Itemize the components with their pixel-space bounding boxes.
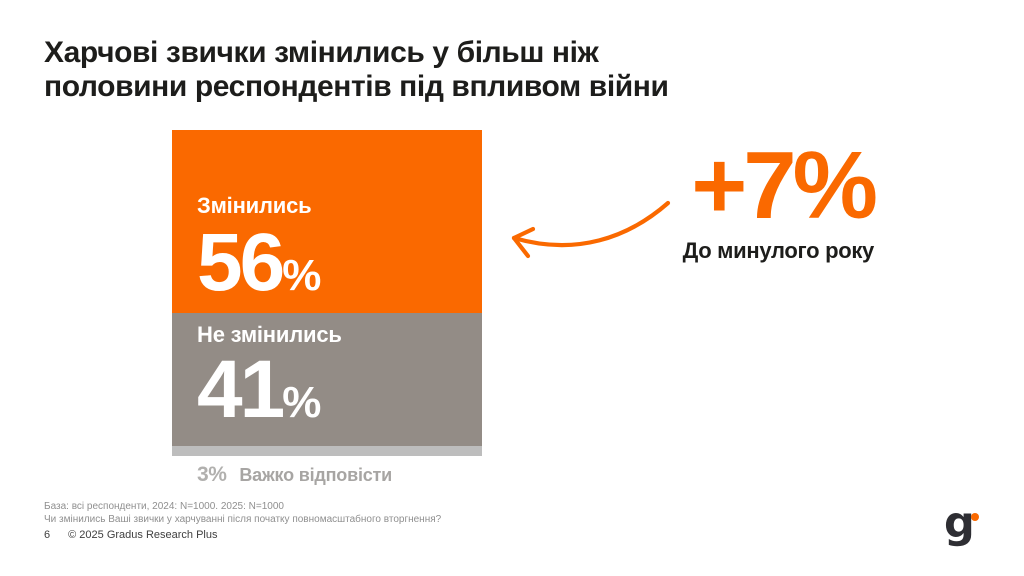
percent-sign: % xyxy=(282,377,322,427)
footnote-question: Чи змінились Ваші звички у харчуванні пі… xyxy=(44,514,442,525)
footnote: База: всі респонденти, 2024: N=1000. 202… xyxy=(44,500,441,526)
percent-sign: % xyxy=(282,251,322,301)
copyright-text: © 2025 Gradus Research Plus xyxy=(68,529,218,541)
delta-label: До минулого року xyxy=(682,238,875,263)
delta-value: +7% xyxy=(691,132,878,239)
segment-value-changed: 56% xyxy=(197,222,472,304)
segment-label-not-changed: Не змінились xyxy=(197,321,342,347)
footer: 6 © 2025 Gradus Research Plus xyxy=(44,529,217,541)
page-title: Харчові звички змінились у більш ніж пол… xyxy=(44,36,669,104)
hard-to-answer-value: 3% xyxy=(197,463,227,487)
segment-content-changed: Змінились 56% xyxy=(197,193,472,304)
gradus-logo: g xyxy=(944,502,994,554)
segment-label-changed: Змінились xyxy=(197,193,312,219)
bar-segment-changed: Змінились 56% xyxy=(172,130,482,313)
delta-annotation: +7% До минулого року xyxy=(682,132,878,264)
bar-segment-not-changed: Не змінились 41% xyxy=(172,312,482,447)
bar-segment-hard-to-answer xyxy=(172,446,482,457)
segment-value-number: 41 xyxy=(197,343,285,435)
footnote-base: База: всі респонденти, 2024: N=1000. 202… xyxy=(44,501,284,512)
hard-to-answer-number: 3 xyxy=(197,463,209,487)
title-line-1: Харчові звички змінились у більш ніж xyxy=(44,36,599,69)
curved-arrow-icon xyxy=(511,200,671,259)
title-line-2: половини респондентів під впливом війни xyxy=(44,70,669,103)
segment-value-number: 56 xyxy=(197,217,285,309)
stacked-bar: Змінились 56% Не змінились 41% xyxy=(172,130,482,457)
stacked-bar-chart: Змінились 56% Не змінились 41% 3% Важко … xyxy=(172,130,482,487)
page-number: 6 xyxy=(44,529,51,541)
segment-value-not-changed: 41% xyxy=(197,348,472,430)
logo-dot-icon xyxy=(971,513,979,521)
logo-letter: g xyxy=(944,498,975,548)
hard-to-answer-label: Важко відповісти xyxy=(239,465,393,486)
hard-to-answer-caption: 3% Важко відповісти xyxy=(172,463,482,487)
percent-sign: % xyxy=(208,463,227,487)
segment-content-not-changed: Не змінились 41% xyxy=(197,321,472,431)
